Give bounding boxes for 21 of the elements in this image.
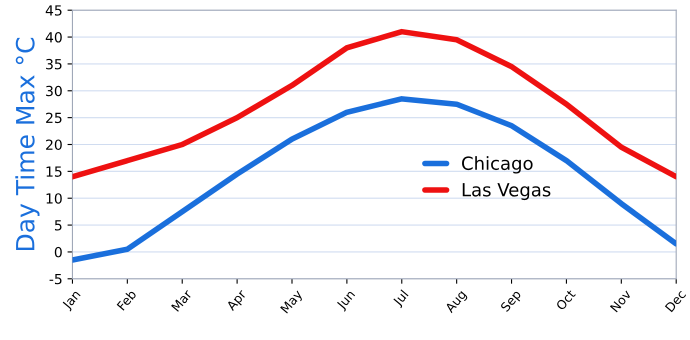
y-tick-label: -5: [50, 274, 62, 284]
y-axis-title: Day Time Max °C: [15, 38, 40, 250]
y-tick-label: 0: [54, 246, 62, 258]
x-tick-label: Feb: [116, 289, 137, 311]
x-tick-label: Sep: [500, 289, 524, 314]
legend-label: Las Vegas: [462, 183, 550, 200]
y-tick-label: 5: [54, 220, 62, 231]
y-tick-label: 40: [46, 32, 62, 43]
y-tick-label: 15: [46, 166, 62, 177]
x-tick-label: Jun: [336, 290, 358, 312]
x-tick-label: Jan: [62, 290, 83, 312]
x-tick-label: Jul: [392, 289, 410, 308]
y-tick-label: 30: [46, 86, 62, 96]
y-tick-label: 20: [46, 139, 62, 150]
y-tick-label: 35: [46, 58, 62, 70]
x-tick-label: Oct: [555, 288, 576, 311]
x-tick-label: Apr: [226, 288, 249, 313]
y-tick-label: 25: [46, 112, 62, 124]
y-tick-label: 45: [46, 5, 62, 16]
legend-label: Chicago: [462, 156, 533, 174]
y-tick-label: 10: [46, 193, 62, 204]
